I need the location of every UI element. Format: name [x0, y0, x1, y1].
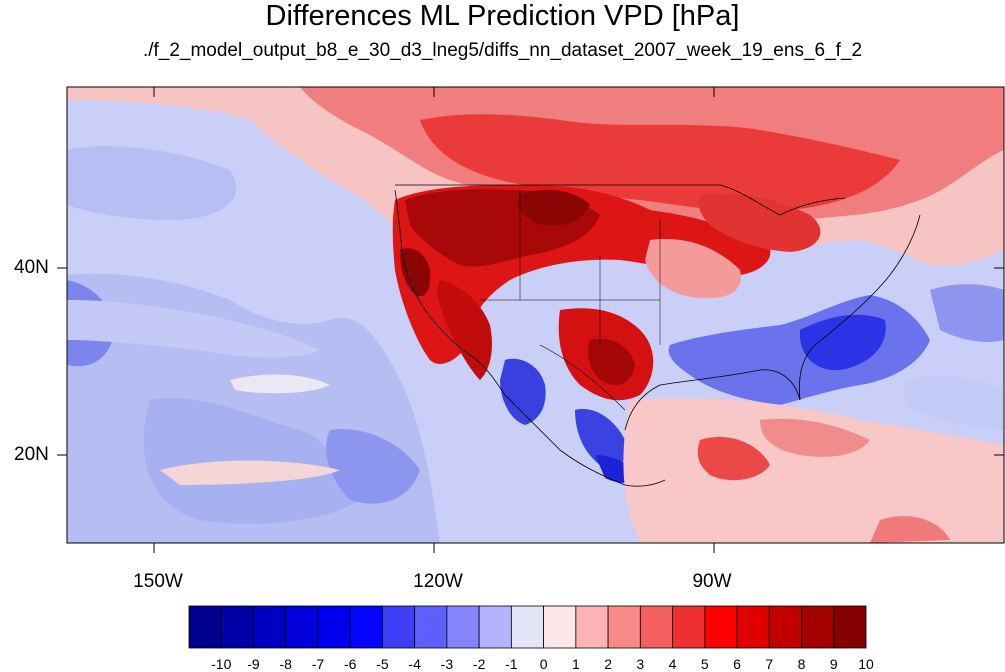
caribbean-pink-patch: [760, 418, 870, 457]
lon-label-120w: 120W: [413, 571, 463, 592]
pacific-light-streak: [230, 374, 330, 394]
lon-label-90w: 90W: [692, 571, 732, 592]
coastlines: [394, 184, 921, 487]
colorbar-box: [768, 605, 802, 649]
pacific-blue-patch-central: [326, 429, 420, 504]
arizona-red: [437, 280, 492, 380]
baja-blue: [500, 358, 546, 425]
west-coastline: [394, 189, 506, 396]
southeast-dark-blue: [799, 314, 886, 371]
colorbar-tick-label: 7: [765, 656, 774, 672]
colorbar-tick-label: -10: [211, 656, 232, 672]
south-red-patch: [870, 516, 950, 543]
great-lakes-red: [698, 193, 821, 252]
us-mexico-border: [539, 344, 626, 411]
colorbar-box: [672, 605, 706, 649]
montana-dark-red: [518, 189, 590, 226]
colorbar-tick-label: 10: [858, 656, 874, 672]
colorbar-box: [833, 605, 867, 649]
caribbean-red-patch: [697, 436, 770, 481]
colorbar-box: [543, 605, 577, 649]
colorbar-box: [382, 605, 416, 649]
california-dark-red: [400, 248, 431, 297]
map-subtitle: ./f_2_model_output_b8_e_30_d3_lneg5/diff…: [142, 40, 863, 61]
colorbar-box: [478, 605, 512, 649]
colorbar-tick-label: -8: [279, 656, 292, 672]
colorbar-tick-label: 6: [733, 656, 741, 672]
lat-label-40n: 40N: [14, 257, 49, 278]
mexico-pacific-coast: [504, 394, 666, 487]
colorbar-box: [285, 605, 319, 649]
colorbar-tick-label: 9: [829, 656, 838, 672]
colorbar-tick-label: -3: [440, 656, 454, 672]
colorbar-tick-label: -6: [343, 656, 357, 672]
colorbar-box: [317, 605, 351, 649]
map-fill-field: [67, 87, 1004, 543]
map-tick-marks: [57, 87, 1004, 553]
pacific-pink-streak: [160, 460, 340, 485]
us-canada-border: [395, 184, 846, 216]
map-frame: [66, 86, 1005, 544]
colorbar-box: [414, 605, 448, 649]
colorbar-box: [510, 605, 545, 649]
colorbar-tick-label: 3: [636, 656, 645, 672]
colorbar-tick-label: 2: [604, 656, 612, 672]
tropical-pink-region: [623, 398, 1004, 543]
colorbar-box: [220, 605, 254, 649]
midwest-pink: [645, 239, 741, 299]
east-coastline: [798, 214, 921, 401]
colorbar-box: [253, 605, 287, 649]
pacific-lighter-band: [67, 300, 320, 358]
colorbar-box: [349, 605, 383, 649]
colorbar-tick-label: -5: [376, 656, 389, 672]
gulf-coastline: [624, 369, 801, 431]
colorbar-tick-label: -2: [472, 656, 486, 672]
colorbar-tick-label: -7: [311, 656, 325, 672]
texas-dark-red: [588, 338, 635, 385]
colorbar-tick-label: 4: [668, 656, 677, 672]
mexico-blue: [575, 409, 627, 469]
colorbar-tick-label: 0: [539, 656, 548, 672]
map-title: Differences ML Prediction VPD [hPa]: [265, 0, 740, 32]
colorbar-tick-label: -4: [408, 656, 421, 672]
colorbar-box: [188, 605, 222, 649]
atlantic-light-blue: [905, 375, 1004, 430]
colorbar-box: [704, 605, 738, 649]
lon-label-150w: 150W: [133, 571, 183, 592]
colorbar-tick-label: -1: [505, 656, 518, 672]
colorbar-box: [801, 605, 835, 649]
state-borders: [480, 190, 661, 345]
colorbar-box: [446, 605, 480, 649]
colorbar-box: [575, 605, 609, 649]
colorbar-tick-label: -9: [247, 656, 260, 672]
colorbar-tick-label: 5: [700, 656, 709, 672]
colorbar-box: [736, 605, 770, 649]
lat-label-20n: 20N: [14, 444, 49, 465]
colorbar-box: [607, 605, 641, 649]
gulf-alaska-blue: [67, 146, 237, 220]
colorbar-box: [639, 605, 673, 649]
colorbar-tick-label: 1: [571, 656, 580, 672]
atlantic-blue-patch: [930, 284, 1004, 342]
colorbar-tick-label: 8: [797, 656, 806, 672]
